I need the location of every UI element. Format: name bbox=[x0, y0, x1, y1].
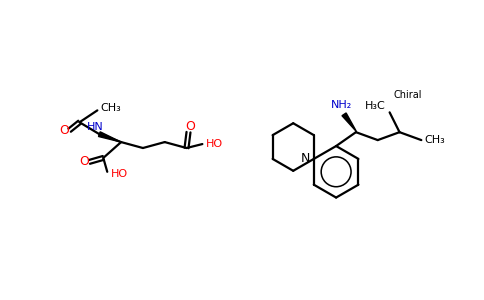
Text: HO: HO bbox=[110, 169, 128, 179]
Text: O: O bbox=[185, 120, 196, 133]
Polygon shape bbox=[342, 113, 357, 132]
Text: O: O bbox=[60, 124, 70, 137]
Text: N: N bbox=[301, 152, 311, 165]
Text: HN: HN bbox=[87, 122, 104, 132]
Text: Chiral: Chiral bbox=[393, 89, 422, 100]
Text: CH₃: CH₃ bbox=[425, 135, 446, 145]
Polygon shape bbox=[98, 132, 121, 142]
Text: HO: HO bbox=[206, 139, 223, 149]
Text: NH₂: NH₂ bbox=[331, 100, 352, 110]
Text: O: O bbox=[79, 155, 90, 168]
Text: H₃C: H₃C bbox=[365, 101, 386, 111]
Text: CH₃: CH₃ bbox=[101, 103, 121, 113]
